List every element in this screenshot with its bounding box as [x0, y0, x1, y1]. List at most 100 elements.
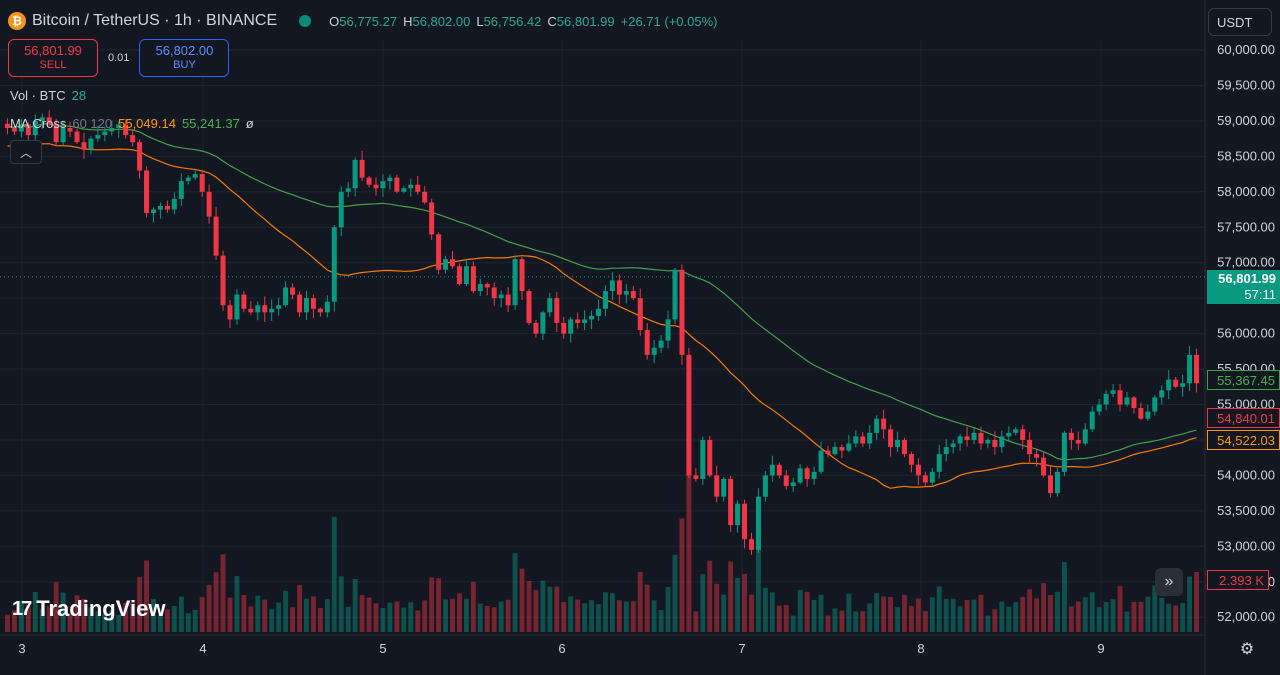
- volume-bar: [651, 600, 657, 632]
- volume-bar: [825, 615, 831, 632]
- volume-bar: [415, 610, 421, 632]
- collapse-legend-button[interactable]: ︿: [10, 140, 42, 164]
- candle-body: [1013, 429, 1019, 433]
- volume-bar: [1034, 598, 1040, 632]
- symbol-title[interactable]: Bitcoin / TetherUS · 1h · BINANCE: [32, 12, 278, 29]
- volume-bar: [971, 599, 977, 632]
- volume-bar: [505, 599, 511, 632]
- low-key: L: [476, 13, 484, 29]
- x-tick-label: 5: [379, 641, 386, 656]
- y-tick-label: 60,000.00: [1217, 42, 1275, 57]
- volume-bar: [5, 614, 10, 632]
- volume-bar: [192, 609, 198, 632]
- candle-body: [206, 191, 212, 217]
- candle-body: [1124, 397, 1130, 405]
- candle-body: [1075, 439, 1081, 444]
- volume-bar: [1110, 599, 1116, 632]
- volume-bar: [74, 595, 80, 632]
- volume-bar: [853, 611, 859, 632]
- volume-bar: [1152, 585, 1158, 632]
- candle-body: [922, 475, 928, 483]
- currency-selector[interactable]: USDT: [1208, 8, 1272, 36]
- tradingview-logo[interactable]: 17 TradingView: [12, 596, 165, 622]
- ma-cross-legend[interactable]: MA Cross 60 120 55,049.14 55,241.37 ø: [10, 116, 254, 131]
- volume-bar: [867, 603, 873, 632]
- y-tick-label: 53,000.00: [1217, 538, 1275, 553]
- candle-body: [721, 478, 727, 497]
- candle-body: [1138, 408, 1144, 419]
- scroll-to-realtime-button[interactable]: »: [1155, 568, 1183, 596]
- tradingview-wordmark: TradingView: [36, 596, 166, 621]
- candle-body: [456, 266, 462, 284]
- candle-body: [241, 294, 247, 309]
- candle-body: [443, 259, 449, 270]
- volume-bar: [1194, 571, 1199, 632]
- candle-body: [185, 177, 191, 182]
- volume-bar: [783, 605, 789, 632]
- candle-body: [1166, 379, 1172, 391]
- volume-bar: [714, 583, 720, 632]
- candle-body: [1047, 475, 1054, 494]
- high-key: H: [403, 13, 413, 29]
- volume-bar: [609, 593, 615, 632]
- volume-bar: [992, 609, 998, 632]
- candle-body: [1027, 439, 1033, 455]
- volume-bar: [790, 615, 796, 632]
- candle-body: [644, 330, 650, 355]
- candle-body: [908, 454, 914, 465]
- candle-body: [352, 159, 358, 189]
- high-value: 56,802.00: [412, 13, 471, 29]
- ma-cross-label: MA Cross: [10, 116, 67, 131]
- y-tick-label: 57,000.00: [1217, 255, 1275, 270]
- candle-body: [582, 319, 588, 323]
- candle-body: [616, 280, 622, 295]
- y-tick-label: 55,000.00: [1217, 397, 1275, 412]
- candle-body: [498, 294, 504, 299]
- candle-body: [4, 123, 10, 128]
- sell-button[interactable]: 56,801.99 SELL: [8, 39, 98, 77]
- volume-tag: 2.393 K: [1207, 570, 1269, 590]
- candle-body: [1034, 454, 1040, 458]
- volume-bar: [436, 578, 442, 632]
- candle-body: [32, 120, 38, 136]
- y-tick-label: 59,500.00: [1217, 77, 1275, 92]
- candle-body: [491, 287, 497, 299]
- volume-bar: [1068, 606, 1074, 632]
- volume-bar: [1187, 576, 1193, 632]
- candle-body: [526, 291, 532, 323]
- candle-body: [1117, 390, 1123, 405]
- volume-bar: [324, 599, 330, 632]
- volume-bar: [443, 599, 448, 632]
- candle-body: [60, 127, 66, 143]
- buy-button[interactable]: 56,802.00 BUY: [139, 39, 230, 77]
- volume-bar: [95, 611, 101, 632]
- candle-body: [839, 447, 845, 451]
- volume-legend[interactable]: Vol · BTC 28: [10, 88, 86, 103]
- settings-gear-icon[interactable]: ⚙: [1239, 641, 1255, 658]
- candle-body: [164, 205, 170, 210]
- volume-bar: [874, 593, 880, 632]
- volume-bar: [171, 606, 177, 632]
- volume-bar: [255, 595, 261, 632]
- candle-body: [429, 202, 435, 235]
- candle-body: [811, 471, 817, 479]
- volume-bar: [39, 609, 45, 632]
- candle-body: [554, 298, 560, 323]
- volume-bar: [429, 577, 435, 632]
- candle-body: [380, 181, 386, 189]
- candle-body: [137, 142, 143, 171]
- volume-bar: [964, 599, 970, 632]
- y-tick-label: 53,500.00: [1217, 503, 1275, 518]
- volume-bar: [366, 597, 372, 632]
- candle-body: [769, 464, 775, 476]
- volume-bar: [978, 594, 984, 632]
- volume-bar: [220, 554, 226, 632]
- candle-body: [331, 227, 337, 302]
- candle-body: [248, 308, 254, 313]
- volume-bar: [310, 596, 316, 632]
- candle-body: [1180, 383, 1186, 387]
- candle-body: [88, 138, 94, 150]
- volume-bar: [60, 592, 66, 632]
- volume-bar: [922, 611, 928, 632]
